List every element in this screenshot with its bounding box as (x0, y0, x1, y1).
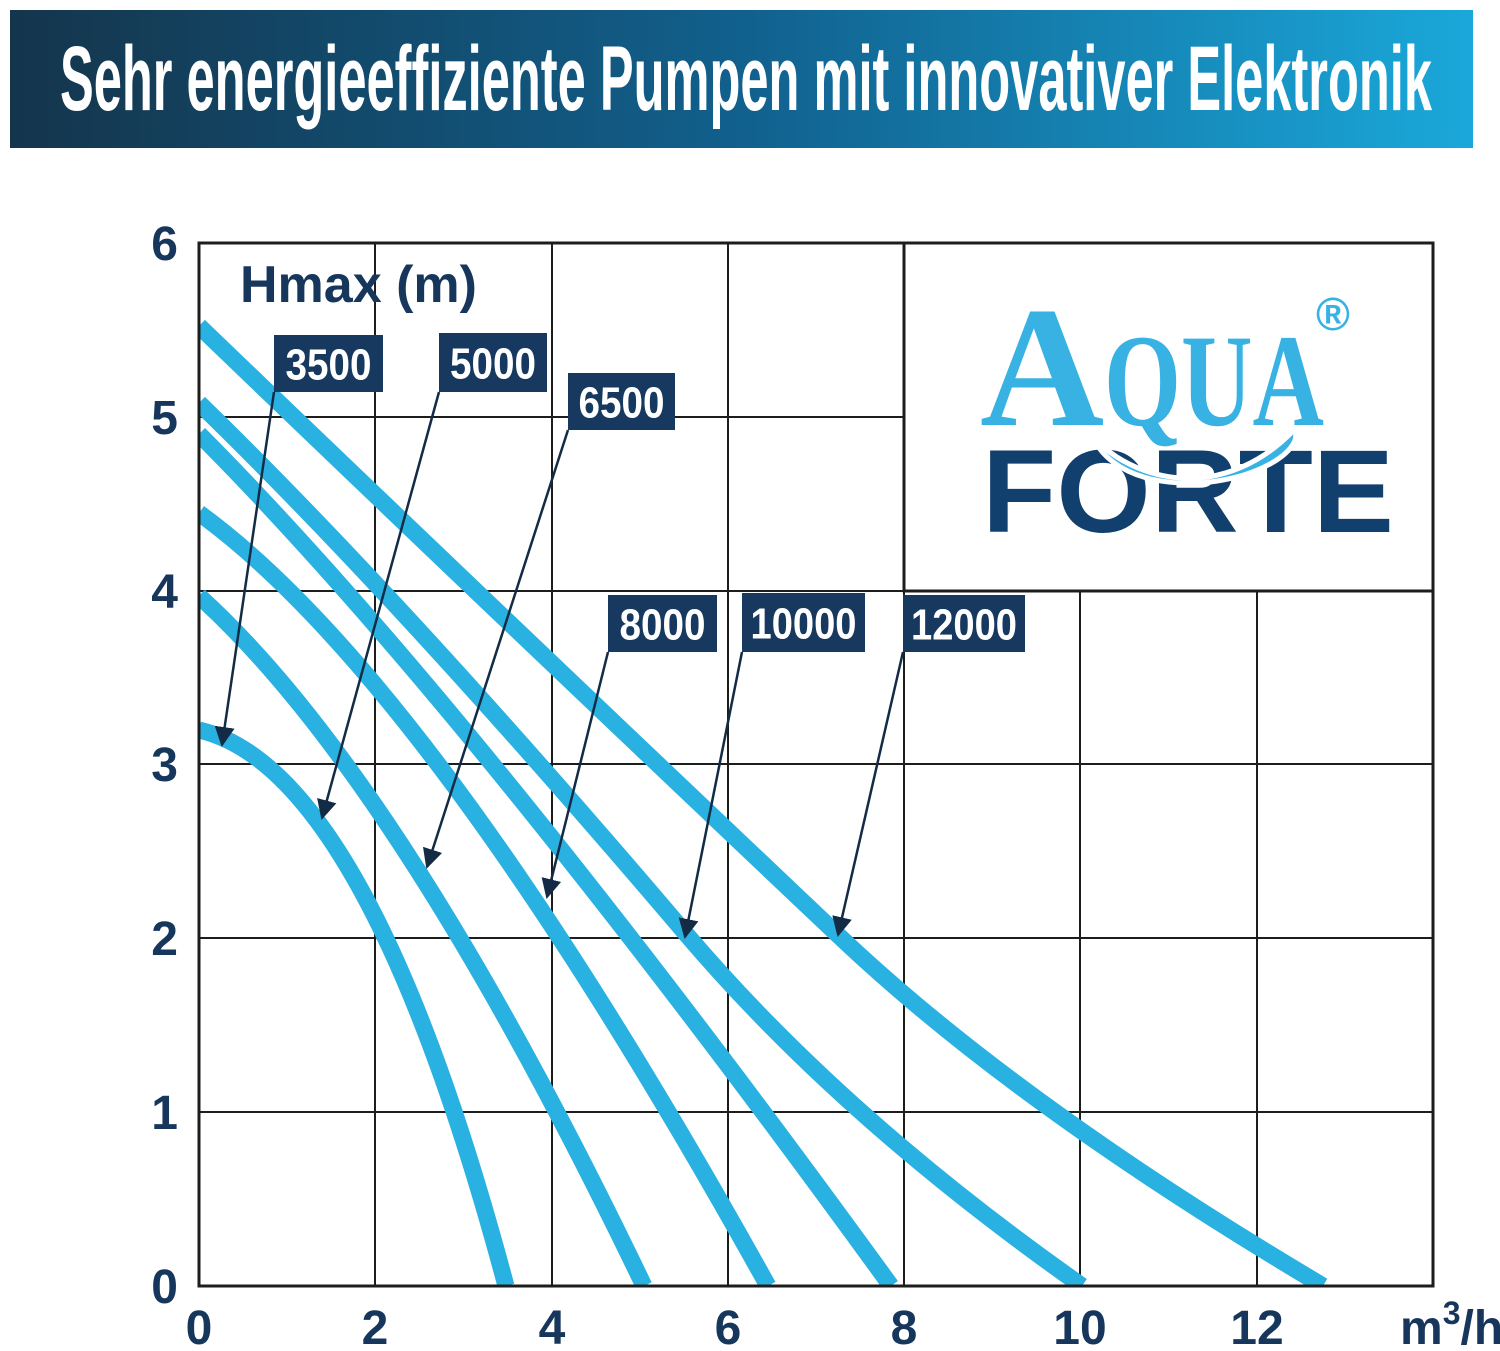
pump-curves (199, 319, 1328, 1286)
x-tick-label: 0 (186, 1302, 213, 1351)
series-label-3500: 3500 (214, 335, 383, 747)
label-text-12000: 12000 (911, 601, 1017, 650)
y-tick-label: 5 (151, 392, 178, 445)
leader-arrow-8000 (541, 651, 610, 899)
logo-aqua-rest: QUA (1104, 307, 1324, 454)
label-text-6500: 6500 (579, 379, 665, 428)
y-tick-label: 2 (151, 913, 178, 966)
y-axis-title: Hmax (m) (240, 256, 477, 314)
x-axis-unit-rest: /h (1460, 1302, 1500, 1351)
series-label-6500: 6500 (423, 373, 675, 869)
series-label-12000: 12000 (832, 595, 1025, 937)
banner-background (10, 10, 1473, 148)
header-banner: Sehr energieeffiziente Pumpen mit innova… (10, 10, 1473, 148)
series-label-5000: 5000 (317, 333, 547, 820)
x-tick-label: 2 (362, 1302, 389, 1351)
label-text-3500: 3500 (286, 341, 372, 390)
banner-title: Sehr energieeffiziente Pumpen mit innova… (60, 28, 1432, 130)
label-box-3500 (274, 335, 383, 392)
x-axis-unit-superscript: 3 (1443, 1295, 1461, 1331)
x-tick-label: 4 (539, 1302, 566, 1351)
series-label-8000: 8000 (541, 595, 717, 899)
x-axis-unit: m3/h (1400, 1295, 1500, 1351)
label-text-10000: 10000 (751, 600, 857, 649)
leader-arrow-12000 (832, 651, 905, 937)
logo-box-frame (902, 241, 1435, 593)
label-box-10000 (742, 593, 865, 652)
x-tick-label: 12 (1230, 1302, 1283, 1351)
leader-arrow-5000 (317, 391, 441, 820)
registered-trademark-icon: ® (1316, 288, 1350, 340)
aquaforte-logo-box: A QUA ® FORTE (902, 241, 1435, 593)
logo-aqua-initial: A (980, 273, 1104, 463)
y-tick-label: 4 (151, 566, 178, 619)
x-tick-label: 6 (715, 1302, 742, 1351)
y-tick-label: 0 (151, 1261, 178, 1314)
leader-arrow-3500 (214, 391, 276, 747)
x-tick-label: 8 (891, 1302, 918, 1351)
label-text-8000: 8000 (620, 601, 706, 650)
y-tick-label: 3 (151, 739, 178, 792)
leader-arrow-10000 (678, 651, 744, 939)
y-tick-label: 6 (151, 218, 178, 271)
curve-6500 (199, 506, 776, 1286)
series-annotations: 3500 5000 6500 8000 10000 12000 (214, 333, 1025, 939)
leader-arrow-6500 (423, 429, 570, 869)
plot-frame (197, 241, 1435, 1288)
label-text-5000: 5000 (450, 340, 536, 389)
series-label-10000: 10000 (678, 593, 865, 939)
curve-5000 (199, 589, 652, 1286)
x-axis-unit-base: m (1400, 1302, 1443, 1351)
x-tick-label: 10 (1053, 1302, 1106, 1351)
curve-3500 (199, 721, 515, 1286)
y-tick-label: 1 (151, 1087, 178, 1140)
curve-12000 (199, 319, 1328, 1286)
label-box-8000 (608, 595, 717, 652)
curve-8000 (199, 428, 898, 1286)
plot-gridlines (199, 243, 1433, 1286)
label-box-5000 (439, 333, 547, 392)
label-box-12000 (903, 595, 1025, 652)
curve-10000 (199, 396, 1087, 1286)
label-box-6500 (568, 373, 675, 430)
logo-forte: FORTE (982, 426, 1394, 558)
logo-wave-swoosh-icon (1090, 427, 1299, 486)
